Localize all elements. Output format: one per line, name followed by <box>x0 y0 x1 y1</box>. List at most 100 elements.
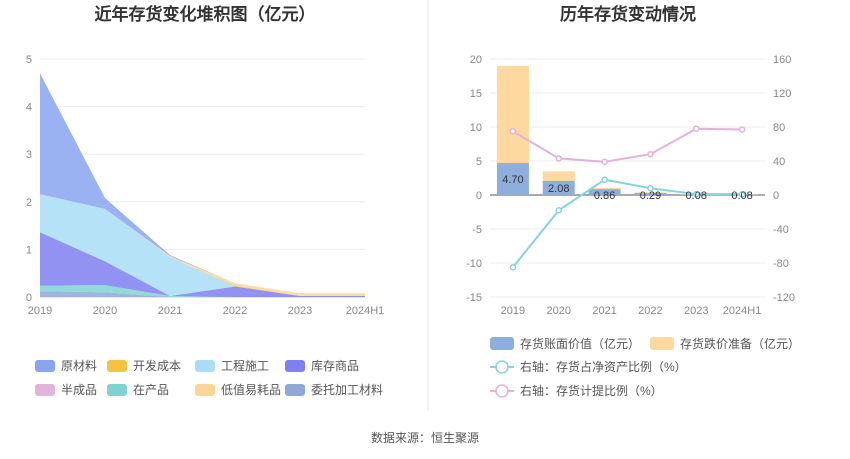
right-y-tick-label: 5 <box>476 156 482 168</box>
left-y-tick-label: 5 <box>26 54 32 66</box>
legend-label-line_provision: 右轴：存货计提比例（%） <box>520 383 663 398</box>
legend-swatch-book-value <box>490 337 514 350</box>
right-y2-tick-label: 160 <box>773 54 791 66</box>
right-y2-tick-label: 120 <box>773 88 791 100</box>
legend-marker-line_net_asset <box>495 360 509 374</box>
bar-book-value <box>542 180 575 195</box>
area-wip <box>40 285 365 297</box>
area-finished_goods <box>40 232 365 297</box>
legend-swatch-engineering <box>195 360 215 372</box>
left-y-tick-label: 2 <box>26 197 32 209</box>
left-x-tick-label: 2022 <box>223 305 247 317</box>
area-consigned <box>40 291 365 297</box>
legend-swatch-finished_goods <box>285 360 305 372</box>
right-grid <box>490 58 765 298</box>
left-x-tick-label: 2023 <box>288 305 312 317</box>
bar-impairment <box>496 65 529 164</box>
right-y-tick-label: -5 <box>472 224 482 236</box>
right-y2-tick-label: -80 <box>773 258 789 270</box>
right-y2-tick-label: -120 <box>773 292 795 304</box>
stacked-area-chart: 近年存货变化堆积图（亿元） 0 1 2 3 4 5 2019 2020 2021 2022 202… <box>26 4 384 397</box>
legend-label-consigned: 委托加工材料 <box>311 383 383 397</box>
legend-label-wip: 在产品 <box>133 383 169 397</box>
legend-swatch-consigned <box>285 384 305 396</box>
right-x-tick-label: 2024H1 <box>723 305 762 317</box>
bar-value-label: 0.08 <box>686 190 707 202</box>
right-y-tick-label: -10 <box>466 258 482 270</box>
right-y-tick-label: 0 <box>476 190 482 202</box>
left-x-tick-label: 2019 <box>28 305 52 317</box>
left-y-ticks: 0 1 2 3 4 5 <box>26 54 32 304</box>
right-y2-tick-label: -40 <box>773 224 789 236</box>
left-x-tick-label: 2021 <box>158 305 182 317</box>
left-x-ticks: 2019 2020 2021 2022 2023 2024H1 <box>28 305 385 317</box>
right-legend: 存货账面价值（亿元） 存货跌价准备（亿元） 右轴：存货占净资产比例（%） 右轴：存货计… <box>490 336 800 398</box>
bar-book-value <box>496 163 529 195</box>
combo-bar-line-chart: 历年存货变动情况 4.70 2.08 0.86 0.29 0.08 0.08 -15 -10… <box>466 4 800 398</box>
legend-swatch-wip <box>107 384 127 396</box>
left-y-tick-label: 0 <box>26 292 32 304</box>
right-x-tick-label: 2019 <box>501 305 525 317</box>
bar-value-label: 4.70 <box>502 174 523 186</box>
bar-value-label: 0.29 <box>640 190 661 202</box>
left-y-tick-label: 3 <box>26 149 32 161</box>
area-engineering <box>40 194 365 296</box>
legend-label-raw_materials: 原材料 <box>61 359 97 373</box>
right-x-tick-label: 2023 <box>684 305 708 317</box>
left-y-tick-label: 1 <box>26 244 32 256</box>
legend-label-semi_finished: 半成品 <box>61 383 97 397</box>
right-x-tick-label: 2020 <box>547 305 571 317</box>
right-lines: 4.70 2.08 0.86 0.29 0.08 0.08 <box>502 125 753 271</box>
right-y-tick-label: 20 <box>470 54 482 66</box>
bar-impairment <box>634 192 667 194</box>
legend-label-impairment: 存货跌价准备（亿元） <box>680 336 800 351</box>
right-y-ticks: -15 -10 -5 0 5 10 15 20 <box>466 54 482 304</box>
line-point-line_provision <box>693 125 700 132</box>
right-bars <box>496 65 759 195</box>
legend-label-finished_goods: 库存商品 <box>311 358 359 373</box>
line-point-line_provision <box>647 150 654 158</box>
legend-swatch-dev_cost <box>107 360 127 372</box>
line-point-line_net_asset <box>601 176 608 183</box>
bar-value-label: 0.86 <box>594 190 615 202</box>
line-point-line_net_asset <box>647 184 654 192</box>
line-point-line_provision <box>555 155 562 162</box>
left-areas <box>40 73 365 297</box>
line-point-line_net_asset <box>693 190 700 198</box>
legend-label-line_net_asset: 右轴：存货占净资产比例（%） <box>520 359 687 374</box>
right-x-ticks: 2019 2020 2021 2022 2023 2024H1 <box>501 305 762 317</box>
legend-label-dev_cost: 开发成本 <box>133 358 181 373</box>
line-line_net_asset <box>512 178 743 268</box>
right-y-tick-label: -15 <box>466 292 482 304</box>
left-x-tick-label: 2020 <box>93 305 117 317</box>
right-y-tick-label: 15 <box>470 88 482 100</box>
bar-value-label: 0.08 <box>731 190 752 202</box>
line-point-line_provision <box>601 158 608 166</box>
right-chart-title: 历年存货变动情况 <box>560 4 696 24</box>
right-y-tick-label: 10 <box>470 122 482 134</box>
line-point-line_net_asset <box>555 207 562 214</box>
line-point-line_provision <box>738 126 746 133</box>
data-source: 数据来源：恒生聚源 <box>371 430 479 445</box>
line-line_provision <box>512 127 743 163</box>
left-x-tick-label: 2024H1 <box>346 305 385 317</box>
legend-swatch-raw_materials <box>35 360 55 372</box>
right-y2-tick-label: 80 <box>773 122 785 134</box>
legend-swatch-semi_finished <box>35 384 55 396</box>
bar-impairment <box>542 171 575 181</box>
legend-swatch-impairment <box>650 337 674 350</box>
line-point-line_provision <box>509 128 517 135</box>
right-x-tick-label: 2022 <box>638 305 662 317</box>
bar-book-value <box>634 193 667 195</box>
left-y-tick-label: 4 <box>26 102 32 114</box>
legend-label-low_value: 低值易耗品 <box>221 382 281 397</box>
bar-impairment <box>588 187 621 190</box>
right-y2-tick-label: 40 <box>773 156 785 168</box>
right-x-tick-label: 2021 <box>592 305 616 317</box>
legend-swatch-low_value <box>195 384 215 396</box>
bar-book-value <box>588 189 621 195</box>
right-y2-ticks: -120 -80 -40 0 40 80 120 160 <box>773 54 795 304</box>
legend-label-book-value: 存货账面价值（亿元） <box>520 336 640 351</box>
